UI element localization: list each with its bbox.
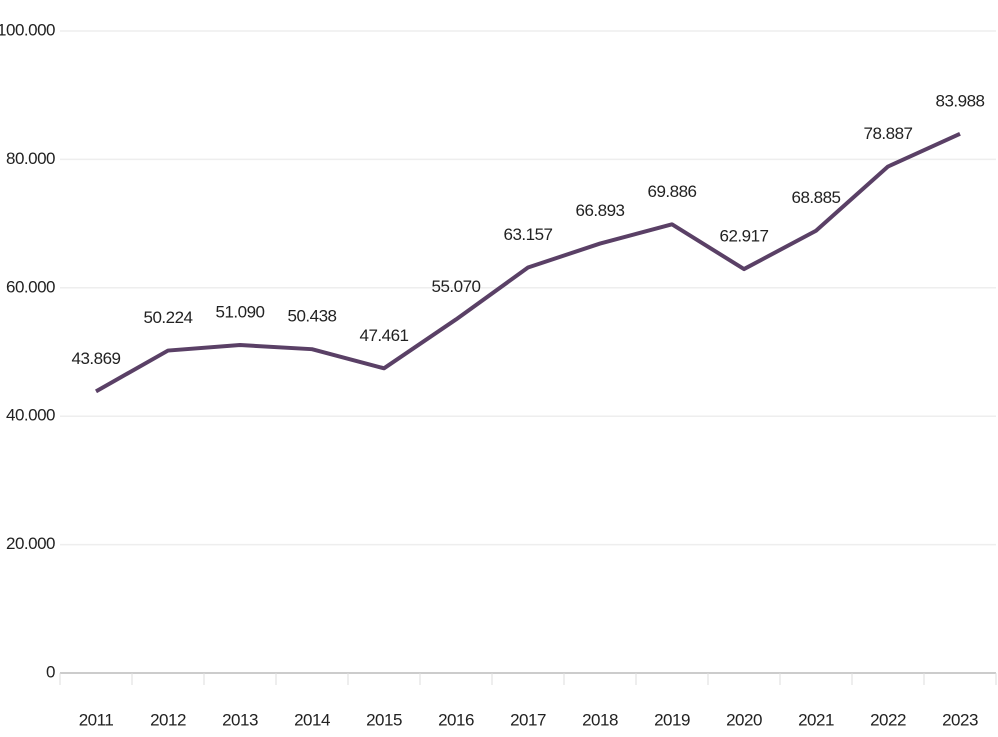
- data-label: 78.887: [864, 124, 913, 143]
- x-tick-label: 2015: [366, 710, 402, 729]
- data-label: 68.885: [792, 188, 841, 207]
- data-label: 50.438: [288, 307, 337, 326]
- x-tick-label: 2017: [510, 710, 546, 729]
- x-tick-label: 2014: [294, 710, 330, 729]
- data-label: 51.090: [216, 302, 265, 321]
- y-tick-label: 100.000: [0, 20, 55, 39]
- x-tick-label: 2018: [582, 710, 618, 729]
- y-tick-label: 60.000: [6, 277, 55, 296]
- data-label: 62.917: [720, 227, 769, 246]
- data-label: 69.886: [648, 182, 697, 201]
- x-tick-label: 2022: [870, 710, 906, 729]
- data-label: 66.893: [576, 201, 625, 220]
- x-tick-label: 2020: [726, 710, 762, 729]
- x-tick-label: 2013: [222, 710, 258, 729]
- data-label: 47.461: [360, 326, 409, 345]
- data-label: 55.070: [432, 277, 481, 296]
- x-tick-label: 2023: [942, 710, 978, 729]
- data-label: 50.224: [144, 308, 193, 327]
- x-tick-label: 2021: [798, 710, 834, 729]
- x-tick-label: 2011: [79, 710, 114, 729]
- y-tick-label: 40.000: [6, 406, 55, 425]
- y-tick-label: 0: [46, 662, 55, 681]
- y-tick-label: 20.000: [6, 534, 55, 553]
- x-tick-label: 2012: [150, 710, 186, 729]
- x-tick-label: 2019: [654, 710, 690, 729]
- line: [95, 131, 961, 394]
- data-label: 63.157: [504, 225, 553, 244]
- x-tick-label: 2016: [438, 710, 474, 729]
- y-tick-label: 80.000: [6, 149, 55, 168]
- data-label: 83.988: [936, 91, 985, 110]
- data-label: 43.869: [72, 349, 121, 368]
